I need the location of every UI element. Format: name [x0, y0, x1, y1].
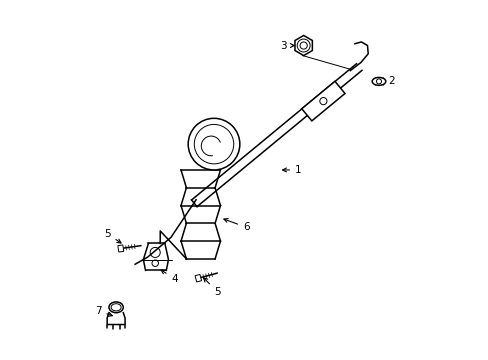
Circle shape — [188, 118, 239, 170]
Polygon shape — [118, 245, 123, 252]
Text: 6: 6 — [224, 219, 249, 232]
Text: 1: 1 — [282, 165, 301, 175]
Ellipse shape — [109, 302, 123, 313]
Polygon shape — [195, 274, 201, 282]
Text: 5: 5 — [104, 229, 121, 243]
Polygon shape — [301, 81, 345, 121]
Text: 2: 2 — [375, 76, 394, 86]
Text: 3: 3 — [280, 41, 294, 50]
Ellipse shape — [371, 77, 385, 85]
Text: 7: 7 — [95, 306, 112, 316]
Text: 5: 5 — [203, 278, 221, 297]
Text: 4: 4 — [161, 270, 178, 284]
Polygon shape — [294, 36, 312, 55]
